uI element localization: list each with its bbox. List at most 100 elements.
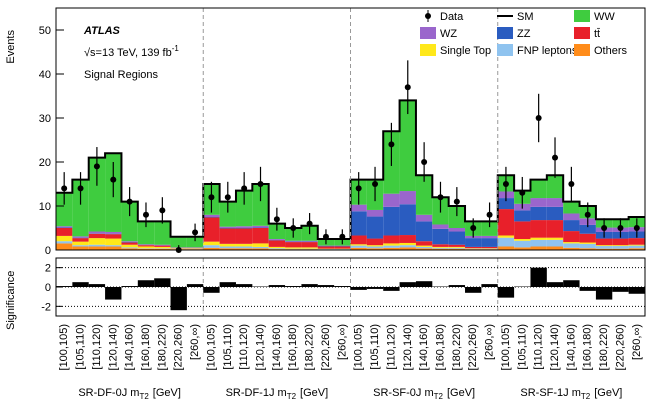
significance-bar — [317, 285, 335, 287]
stack-bar — [415, 214, 433, 222]
region-unit: [GeV] — [153, 387, 181, 399]
stack-bar — [595, 246, 613, 249]
x-tick-label: [180,220) — [304, 324, 316, 370]
x-tick-label: [160,180) — [287, 324, 299, 370]
y-tick-label: 20 — [39, 157, 51, 169]
stack-bar — [268, 246, 286, 249]
significance-bar — [465, 287, 482, 293]
stack-bar — [432, 248, 449, 250]
data-point — [486, 211, 493, 218]
data-point — [208, 194, 215, 201]
legend-swatch — [497, 44, 513, 56]
region-axis-label: SR-DF-1J mT2 [GeV] — [226, 387, 329, 400]
energy-sup: -1 — [172, 44, 180, 53]
stack-bar — [481, 235, 498, 239]
x-tick-label: [105,110) — [369, 324, 381, 370]
stack-bar — [514, 240, 531, 248]
significance-bar — [268, 285, 286, 287]
data-point — [241, 185, 248, 192]
stack-bar — [595, 238, 613, 246]
x-tick-label: [180,220) — [598, 324, 610, 370]
stack-bar — [366, 209, 384, 217]
y-tick-label: 2 — [45, 263, 51, 275]
stack-bar — [219, 248, 236, 250]
stack-bar — [612, 245, 629, 247]
stack-bar — [121, 242, 138, 245]
stack-bar — [235, 228, 253, 244]
stack-bar — [399, 242, 416, 246]
data-point — [404, 84, 411, 91]
significance-bar — [72, 282, 89, 287]
region-subscript: T2 — [287, 392, 297, 400]
x-tick-label: [260,∞) — [631, 324, 643, 360]
stack-bar — [252, 246, 269, 249]
data-point — [519, 189, 526, 196]
stack-bar — [497, 198, 515, 210]
stack-bar — [628, 248, 645, 250]
stack-bar — [448, 206, 466, 228]
sm-total-line — [56, 99, 645, 240]
significance-bar — [481, 284, 498, 287]
stack-bar — [235, 226, 253, 228]
x-tick-label: [220,260) — [614, 324, 626, 370]
x-tick-label: [220,260) — [320, 324, 332, 370]
significance-bar — [170, 287, 187, 311]
significance-bar — [579, 287, 596, 291]
y-tick-label: 0 — [45, 245, 51, 257]
stack-bar — [235, 243, 253, 247]
x-tick-label: [110,120) — [91, 324, 103, 370]
x-tick-label: [140,160) — [124, 324, 136, 370]
stack-bar — [432, 228, 449, 245]
stack-bar — [612, 246, 629, 249]
x-tick-label: [105,110) — [516, 324, 528, 370]
legend-label: Single Top — [440, 45, 491, 57]
y-axis-title: Events — [5, 30, 17, 64]
stack-bar — [56, 241, 73, 244]
stack-bar — [203, 241, 220, 246]
x-tick-label: [110,120) — [238, 324, 250, 370]
stack-bar — [415, 246, 433, 249]
y-tick-label: 10 — [39, 201, 51, 213]
stack-bar — [154, 246, 171, 249]
stack-bar — [497, 237, 515, 247]
stack-bar — [415, 248, 433, 250]
stack-bar — [121, 241, 138, 243]
stack-bar — [481, 238, 498, 247]
y-tick-label: 30 — [39, 113, 51, 125]
x-tick-label: [100,105) — [205, 324, 217, 370]
stack-bar — [105, 245, 122, 247]
x-tick-label: [110,120) — [533, 324, 545, 370]
stack-bar — [432, 246, 449, 248]
plot-frame — [55, 7, 646, 251]
data-point — [568, 181, 575, 187]
stack-bar — [415, 241, 433, 246]
region-axis-label: SR-DF-0J mT2 [GeV] — [78, 387, 181, 400]
stack-bar — [579, 233, 596, 243]
stack-bar — [350, 204, 367, 212]
stack-bar — [628, 245, 645, 249]
stack-bar — [186, 236, 204, 248]
stack-bar — [546, 220, 564, 238]
stack-bar — [465, 238, 482, 247]
region-unit: [GeV] — [594, 387, 622, 399]
data-point — [339, 233, 346, 240]
stack-bar — [448, 248, 466, 250]
x-tick-label: [120,140) — [402, 324, 414, 370]
data-point — [470, 225, 477, 231]
significance-bar — [530, 267, 547, 287]
x-tick-label: [100,105) — [500, 324, 512, 370]
y-tick-label: 40 — [39, 69, 51, 81]
stack-bar — [137, 246, 155, 249]
data-point — [617, 225, 624, 231]
stack-bar — [563, 220, 580, 232]
stack-bar — [154, 245, 171, 247]
stack-bar — [137, 248, 155, 250]
y-tick-label: 50 — [39, 25, 51, 37]
stack-bar — [72, 246, 89, 250]
significance-bar — [448, 285, 466, 287]
stack-bar — [285, 242, 302, 248]
stack-bar — [415, 245, 433, 247]
x-tick-label: [180,220) — [156, 324, 168, 370]
stack-bar — [56, 235, 73, 242]
stack-bar — [514, 247, 531, 250]
